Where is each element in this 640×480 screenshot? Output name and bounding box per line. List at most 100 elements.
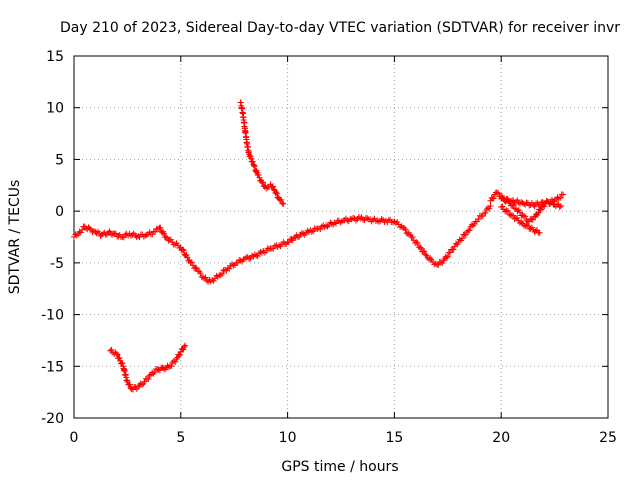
- data-point: [537, 206, 544, 213]
- data-point: [475, 215, 482, 222]
- data-point: [180, 247, 187, 254]
- data-point: [487, 202, 494, 209]
- series: [71, 202, 494, 285]
- data-point: [202, 274, 209, 281]
- data-point: [72, 231, 79, 238]
- data-point: [556, 204, 563, 211]
- data-point: [120, 234, 127, 241]
- data-point: [516, 220, 523, 227]
- data-point: [527, 225, 534, 232]
- data-point: [374, 217, 381, 224]
- data-point: [418, 245, 425, 252]
- data-point: [531, 213, 538, 220]
- data-point: [122, 231, 129, 238]
- data-point: [503, 207, 510, 214]
- data-point: [421, 248, 428, 255]
- data-point: [157, 224, 164, 231]
- data-point: [321, 224, 328, 231]
- data-point: [116, 354, 123, 361]
- y-tick-label: 5: [55, 152, 64, 168]
- data-point: [257, 248, 264, 255]
- data-point: [252, 168, 259, 175]
- data-point: [285, 239, 292, 246]
- data-point: [557, 194, 564, 201]
- data-point: [482, 209, 489, 216]
- data-point: [160, 365, 167, 372]
- data-point: [514, 214, 521, 221]
- data-point: [172, 358, 179, 365]
- data-point: [414, 240, 421, 247]
- data-point: [112, 230, 119, 237]
- data-point: [229, 261, 236, 268]
- data-point: [226, 265, 233, 272]
- data-point: [77, 229, 84, 236]
- data-point: [318, 223, 325, 230]
- data-point: [522, 213, 529, 220]
- data-point: [259, 179, 266, 186]
- data-point: [401, 225, 408, 232]
- data-point: [213, 272, 220, 279]
- x-tick-label: 25: [599, 430, 617, 446]
- data-point: [141, 378, 148, 385]
- data-point: [142, 232, 149, 239]
- data-point: [560, 191, 567, 198]
- data-point: [300, 230, 307, 237]
- data-point: [473, 218, 480, 225]
- data-point: [507, 198, 514, 205]
- data-point: [176, 351, 183, 358]
- data-point: [555, 195, 562, 202]
- series: [498, 203, 543, 236]
- data-markers: [71, 99, 567, 393]
- data-point: [535, 210, 542, 217]
- data-point: [323, 222, 330, 229]
- x-tick-label: 5: [176, 430, 185, 446]
- data-point: [126, 381, 133, 388]
- data-point: [523, 221, 530, 228]
- data-point: [165, 363, 172, 370]
- data-point: [180, 346, 187, 353]
- chart-title: Day 210 of 2023, Sidereal Day-to-day VTE…: [60, 20, 620, 36]
- data-point: [197, 270, 204, 277]
- data-point: [246, 255, 253, 262]
- data-point: [113, 350, 120, 357]
- data-point: [179, 246, 186, 253]
- data-point: [422, 251, 429, 258]
- data-point: [291, 235, 298, 242]
- data-point: [108, 346, 115, 353]
- data-point: [217, 272, 224, 279]
- data-point: [276, 242, 283, 249]
- data-point: [273, 190, 280, 197]
- y-tick-label: -10: [41, 308, 64, 324]
- data-point: [357, 215, 364, 222]
- data-point: [193, 265, 200, 272]
- x-tick-label: 15: [385, 430, 403, 446]
- data-point: [530, 201, 537, 208]
- data-point: [143, 231, 150, 238]
- data-point: [392, 219, 399, 226]
- data-point: [459, 235, 466, 242]
- data-point: [516, 209, 523, 216]
- data-point: [409, 233, 416, 240]
- data-point: [138, 381, 145, 388]
- grid-lines: [74, 56, 608, 418]
- data-point: [181, 343, 188, 350]
- data-point: [73, 232, 80, 239]
- data-point: [536, 229, 543, 236]
- data-point: [184, 254, 191, 261]
- data-point: [520, 212, 527, 219]
- data-point: [135, 232, 142, 239]
- data-point: [278, 196, 285, 203]
- data-point: [394, 219, 401, 226]
- data-point: [209, 276, 216, 283]
- data-point: [251, 162, 258, 169]
- data-point: [270, 245, 277, 252]
- data-point: [534, 227, 541, 234]
- data-point: [188, 259, 195, 266]
- data-point: [539, 199, 546, 206]
- data-point: [378, 216, 385, 223]
- data-point: [182, 342, 189, 349]
- data-point: [251, 163, 258, 170]
- data-point: [79, 226, 86, 233]
- data-point: [524, 222, 531, 229]
- series: [107, 342, 189, 393]
